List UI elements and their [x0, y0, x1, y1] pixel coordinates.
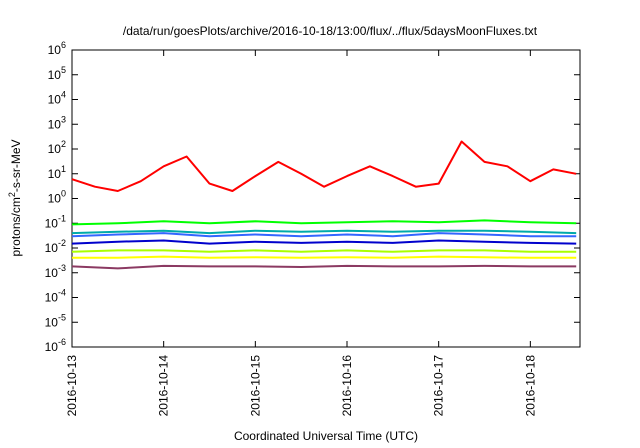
y-tick-label: 100: [48, 189, 66, 206]
chart-title: /data/run/goesPlots/archive/2016-10-18/1…: [123, 24, 538, 38]
x-tick-label: 2016-10-13: [65, 355, 79, 417]
y-tick-label: 104: [48, 90, 66, 107]
x-tick-label: 2016-10-14: [157, 355, 171, 417]
y-tick-label: 103: [48, 114, 66, 131]
series-line-6: [72, 255, 577, 259]
plot-frame: [71, 49, 581, 348]
x-axis: 2016-10-13 2016-10-14 2016-10-15 2016-10-16…: [65, 50, 537, 416]
y-tick-label: 102: [48, 139, 66, 156]
series-line-3: [71, 232, 577, 238]
x-axis-label: Coordinated Universal Time (UTC): [234, 429, 418, 443]
y-tick-label: 10-3: [45, 263, 66, 280]
y-tick-label: 10-6: [45, 337, 66, 354]
series-line-1: [71, 219, 577, 226]
x-tick-label: 2016-10-15: [248, 355, 262, 417]
x-tick-label: 2016-10-16: [340, 355, 354, 417]
series-line-2: [71, 229, 577, 235]
y-tick-label: 10-2: [45, 238, 66, 255]
x-tick-label: 2016-10-17: [432, 355, 446, 417]
y-tick-label: 10-4: [45, 288, 66, 305]
series-line-7: [71, 264, 577, 270]
y-axis: 106 105 104 103 102 101 100 10-1 10-2 10-3 10-4 10-…: [45, 40, 580, 354]
series-line-5: [71, 249, 577, 253]
series-line-0: [71, 140, 577, 192]
y-axis-label: protons/cm2-s-sr-MeV: [7, 139, 23, 256]
y-tick-label: 10-1: [45, 213, 66, 230]
y-tick-label: 10-5: [45, 312, 66, 329]
y-tick-label: 106: [48, 40, 66, 57]
series-line-4: [71, 239, 577, 245]
series-lines: [71, 140, 577, 270]
x-tick-label: 2016-10-18: [523, 355, 537, 417]
y-tick-label: 101: [48, 164, 66, 181]
y-tick-label: 105: [48, 65, 66, 82]
